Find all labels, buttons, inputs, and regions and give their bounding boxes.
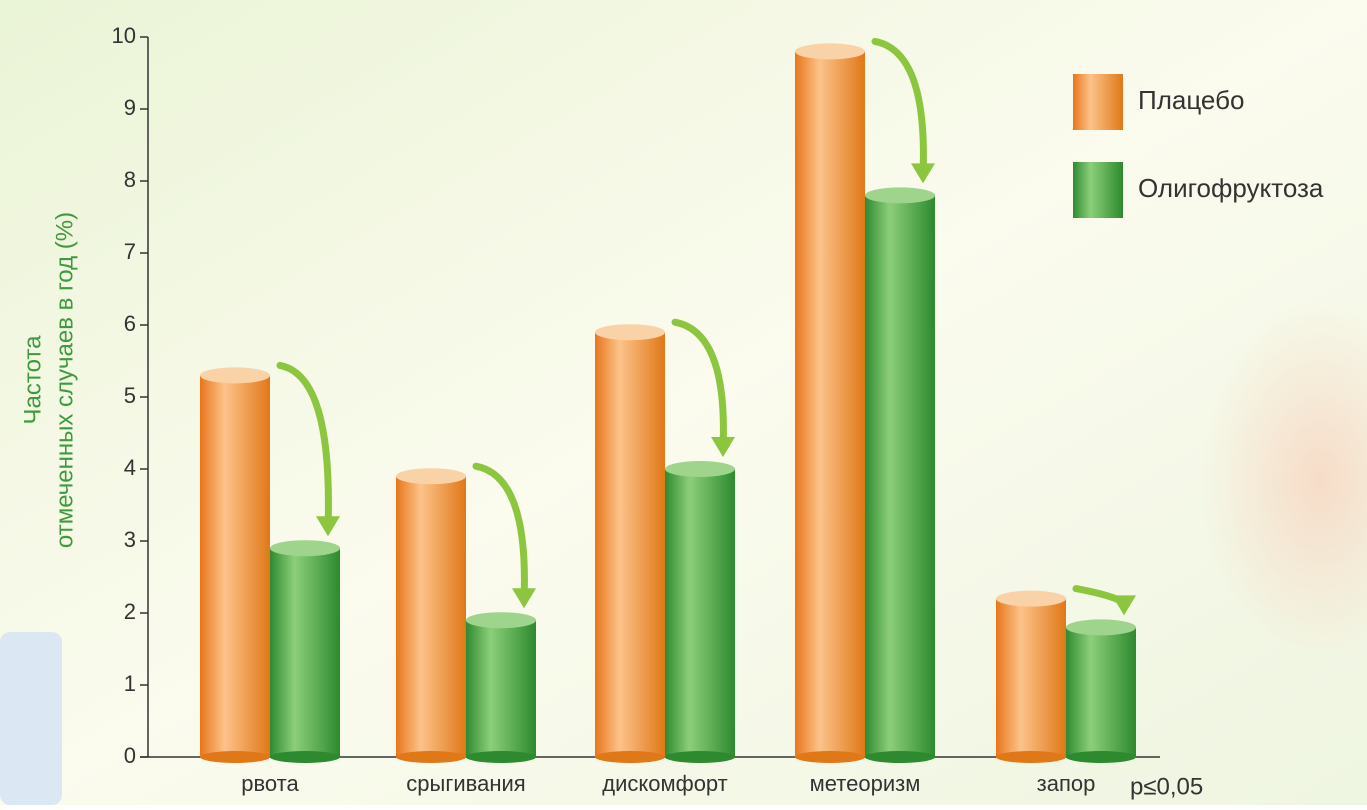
bar-top xyxy=(996,590,1066,607)
bar-top xyxy=(396,468,466,485)
arrow-head xyxy=(711,437,735,457)
bar xyxy=(466,620,536,757)
x-tick-label: рвота xyxy=(241,771,299,796)
bar xyxy=(595,332,665,757)
annotation: p≤0,05 xyxy=(1130,773,1203,800)
y-tick-label: 6 xyxy=(124,311,136,336)
bar-top xyxy=(595,324,665,341)
arrow xyxy=(871,37,927,179)
y-tick-label: 5 xyxy=(124,383,136,408)
bar xyxy=(795,51,865,757)
legend-swatch xyxy=(1073,74,1123,130)
bar-base xyxy=(595,751,665,763)
y-axis-label: отмеченных случаев в год (%) xyxy=(51,212,78,548)
legend-label: Олигофруктоза xyxy=(1138,173,1324,203)
bar xyxy=(200,375,270,757)
bar-base xyxy=(665,751,735,763)
x-tick-label: дискомфорт xyxy=(602,771,728,796)
baby-photo xyxy=(1200,300,1367,660)
bar-base xyxy=(200,751,270,763)
y-tick-label: 3 xyxy=(124,527,136,552)
bar xyxy=(996,598,1066,757)
arrow-head xyxy=(911,163,935,184)
bar-base xyxy=(865,751,935,763)
bar-base xyxy=(795,751,865,763)
bar-top xyxy=(1066,619,1136,636)
x-tick-label: срыгивания xyxy=(406,771,525,796)
arrow-head xyxy=(512,588,536,609)
arrow xyxy=(472,462,528,604)
legend-label: Плацебо xyxy=(1138,85,1244,115)
bar-base xyxy=(270,751,340,763)
bar xyxy=(396,476,466,757)
bar xyxy=(665,469,735,757)
bar xyxy=(270,548,340,757)
y-tick-label: 2 xyxy=(124,599,136,624)
arrow xyxy=(276,361,332,532)
logo xyxy=(0,632,62,805)
y-tick-label: 0 xyxy=(124,743,136,768)
y-tick-label: 10 xyxy=(112,23,136,48)
x-tick-label: запор xyxy=(1037,771,1096,796)
bar-top xyxy=(795,43,865,60)
y-tick-label: 7 xyxy=(124,239,136,264)
y-tick-label: 1 xyxy=(124,671,136,696)
y-axis-label: Частота xyxy=(19,335,46,425)
bar-top xyxy=(200,367,270,384)
legend-swatch xyxy=(1073,162,1123,218)
bar-base xyxy=(466,751,536,763)
y-tick-label: 9 xyxy=(124,95,136,120)
y-tick-label: 4 xyxy=(124,455,136,480)
bar-top xyxy=(270,540,340,557)
bar-top xyxy=(466,612,536,629)
bar-top xyxy=(665,461,735,477)
bar-base xyxy=(396,751,466,763)
arrow xyxy=(671,318,727,453)
bar xyxy=(865,195,935,757)
bar xyxy=(1066,627,1136,757)
bar-top xyxy=(865,187,935,204)
arrow-head xyxy=(1112,595,1136,616)
bar-base xyxy=(1066,751,1136,763)
arrow-head xyxy=(316,516,340,537)
y-tick-label: 8 xyxy=(124,167,136,192)
x-tick-label: метеоризм xyxy=(810,771,921,796)
bar-base xyxy=(996,751,1066,763)
